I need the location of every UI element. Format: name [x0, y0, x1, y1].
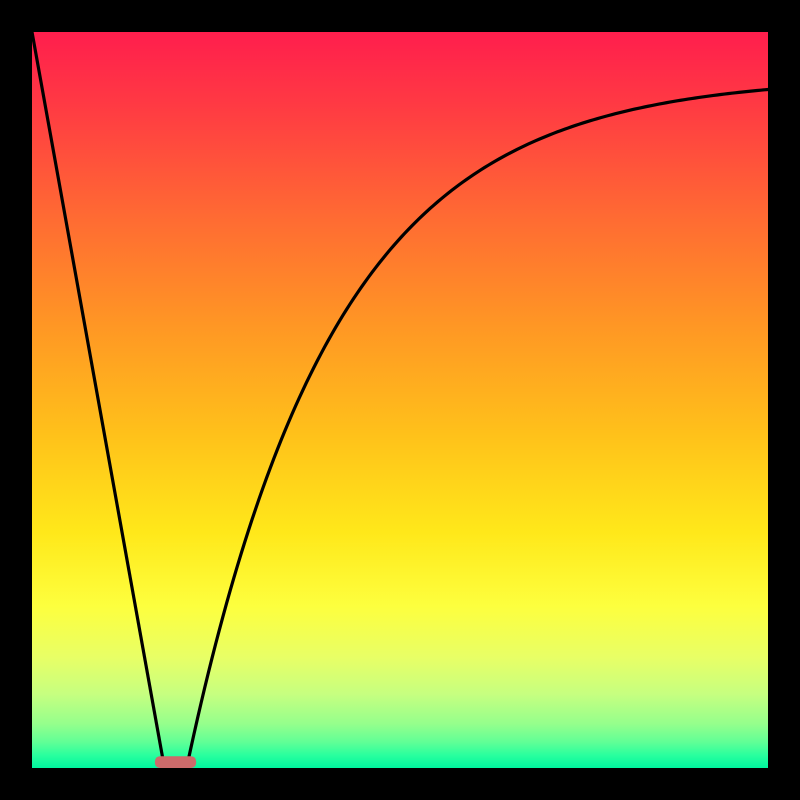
chart-svg	[0, 0, 800, 800]
bottleneck-chart: TheBottleneck.com	[0, 0, 800, 800]
plot-background	[32, 32, 768, 768]
bottleneck-marker	[155, 756, 196, 768]
